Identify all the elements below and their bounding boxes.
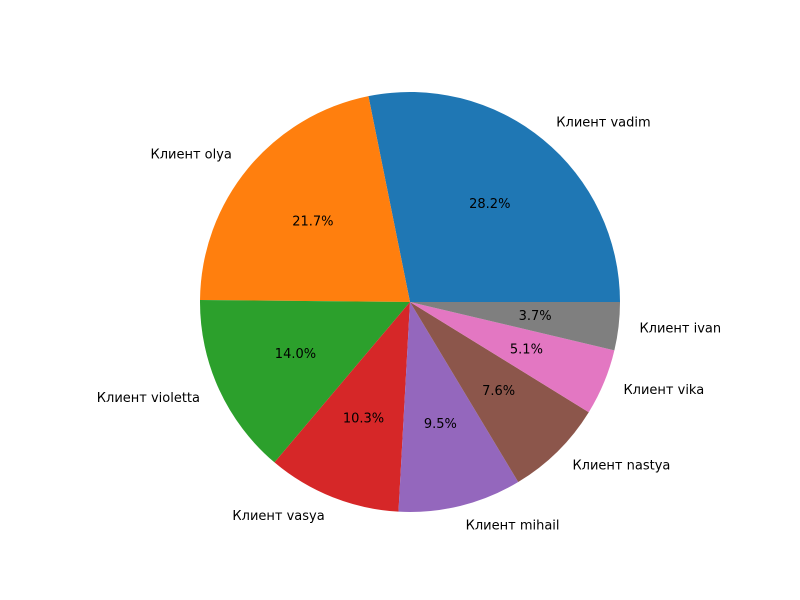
pie-slice	[410, 302, 620, 351]
slice-percent-label: 3.7%	[519, 309, 552, 324]
slice-percent-label: 14.0%	[275, 347, 316, 362]
pie-slice	[200, 96, 410, 302]
pie-slice	[368, 91, 620, 302]
slice-name-label: Клиент olya	[150, 147, 231, 162]
pie-slice	[398, 302, 519, 513]
slice-percent-label: 7.6%	[482, 384, 515, 399]
slice-percent-label: 28.2%	[469, 197, 510, 212]
slice-percent-label: 10.3%	[343, 412, 384, 427]
slice-name-label: Клиент vasya	[232, 509, 324, 524]
pie-slice	[274, 302, 410, 512]
pie-slice	[199, 300, 410, 463]
slice-percent-label: 5.1%	[510, 343, 543, 358]
slice-name-label: Клиент ivan	[639, 321, 721, 336]
slice-name-label: Клиент vadim	[556, 116, 650, 131]
pie-slices	[199, 91, 620, 513]
percent-labels: 28.2% 21.7% 14.0% 10.3% 9.5% 7.6% 5.1% 3.7%	[275, 197, 552, 432]
slice-name-label: Клиент mihail	[466, 519, 560, 534]
pie-slice	[410, 302, 589, 482]
slice-percent-label: 21.7%	[292, 214, 333, 229]
slice-percent-label: 9.5%	[424, 417, 457, 432]
pie-slice	[410, 302, 615, 413]
slice-labels: Клиент vadim Клиент olya Клиент violetta Кл…	[97, 116, 721, 534]
slice-name-label: Клиент nastya	[572, 459, 670, 474]
slice-name-label: Клиент vika	[623, 383, 704, 398]
slice-name-label: Клиент violetta	[97, 391, 200, 406]
